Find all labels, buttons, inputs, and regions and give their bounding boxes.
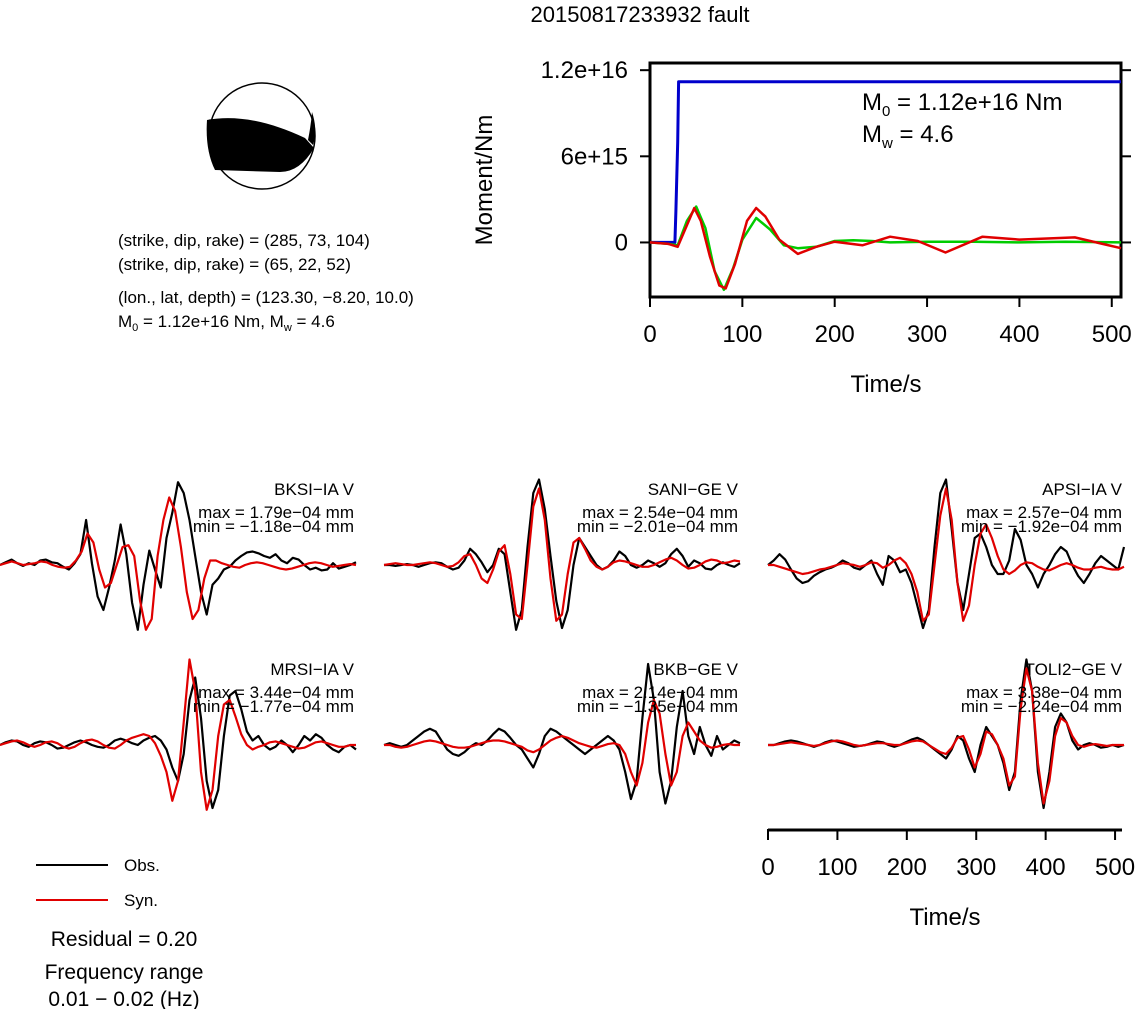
moment-x-axis-label: Time/s bbox=[850, 371, 921, 398]
observed-waveform bbox=[384, 478, 741, 631]
mechanism-info: (strike, dip, rake) = (285, 73, 104) (st… bbox=[118, 231, 414, 334]
moment-series-line bbox=[649, 205, 1122, 292]
mechanism-line-4: M0 = 1.12e+16 Nm, Mw = 4.6 bbox=[118, 312, 335, 334]
waveform-x-axis-label: Time/s bbox=[909, 904, 980, 931]
frequency-range-value: 0.01 − 0.02 (Hz) bbox=[48, 988, 199, 1009]
waveform-time-axis: 0 100 200 300 400 500 Time/s bbox=[761, 828, 1135, 931]
station-max: max = 3.38e−04 mm bbox=[966, 683, 1122, 702]
legend: Obs. Syn. Residual = 0.20 Frequency rang… bbox=[36, 856, 203, 1009]
synthetic-waveform bbox=[768, 487, 1125, 622]
waveform-x-tick-label: 500 bbox=[1095, 854, 1135, 881]
moment-panel: 0 6e+15 1.2e+16 0 100 200 300 400 500 Moment/Nm… bbox=[471, 57, 1132, 398]
moment-x-tick-label: 100 bbox=[722, 321, 762, 348]
moment-x-tick-label: 0 bbox=[643, 321, 656, 348]
station-max: max = 2.54e−04 mm bbox=[582, 503, 738, 522]
station-max: max = 3.44e−04 mm bbox=[198, 683, 354, 702]
moment-plot-frame bbox=[648, 61, 1123, 299]
legend-syn-label: Syn. bbox=[124, 891, 158, 910]
observed-waveform bbox=[0, 481, 357, 631]
waveform-x-tick-label: 100 bbox=[817, 854, 857, 881]
mechanism-line-2: (strike, dip, rake) = (65, 22, 52) bbox=[118, 255, 351, 274]
station-name: SANI−GE V bbox=[648, 480, 739, 499]
station-name: BKSI−IA V bbox=[274, 480, 355, 499]
station-min: min = −2.24e−04 mm bbox=[961, 697, 1122, 716]
residual-label: Residual = 0.20 bbox=[51, 928, 198, 951]
moment-x-tick-label: 500 bbox=[1092, 321, 1132, 348]
observed-waveform bbox=[767, 478, 1126, 630]
moment-m0-annotation: M0 = 1.12e+16 Nm bbox=[862, 89, 1062, 120]
synthetic-waveform bbox=[0, 496, 357, 631]
synthetic-waveform bbox=[768, 667, 1124, 805]
station-min: min = −1.77e−04 mm bbox=[193, 697, 354, 716]
station-min: min = −1.18e−04 mm bbox=[193, 517, 354, 536]
moment-y-tick-label: 1.2e+16 bbox=[541, 57, 628, 84]
station-max: max = 2.57e−04 mm bbox=[966, 503, 1122, 522]
moment-y-tick-label: 6e+15 bbox=[561, 143, 628, 170]
moment-x-tick-label: 300 bbox=[907, 321, 947, 348]
mechanism-line-3: (lon., lat, depth) = (123.30, −8.20, 10.… bbox=[118, 288, 414, 307]
moment-mw-annotation: Mw = 4.6 bbox=[862, 121, 954, 152]
legend-obs-label: Obs. bbox=[124, 856, 160, 875]
waveform-x-tick-label: 200 bbox=[887, 854, 927, 881]
moment-y-tick-label: 0 bbox=[615, 229, 628, 256]
station-min: min = −1.92e−04 mm bbox=[961, 517, 1122, 536]
moment-y-axis-label: Moment/Nm bbox=[471, 115, 498, 246]
frequency-range-label: Frequency range bbox=[45, 961, 204, 984]
station-max: max = 2.14e−04 mm bbox=[582, 683, 738, 702]
station-name: MRSI−IA V bbox=[270, 660, 354, 679]
moment-x-tick-label: 400 bbox=[999, 321, 1039, 348]
synthetic-waveform bbox=[384, 698, 740, 787]
moment-series-line bbox=[650, 80, 1121, 244]
waveform-x-tick-label: 0 bbox=[761, 854, 774, 881]
station-min: min = −2.01e−04 mm bbox=[577, 517, 738, 536]
figure-title: 20150817233932 fault bbox=[531, 2, 750, 27]
mechanism-line-1: (strike, dip, rake) = (285, 73, 104) bbox=[118, 231, 370, 250]
station-min: min = −1.35e−04 mm bbox=[577, 697, 738, 716]
moment-series-line bbox=[649, 206, 1122, 290]
beachball-icon bbox=[206, 82, 316, 190]
synthetic-waveform bbox=[0, 658, 356, 811]
station-name: TOLI2−GE V bbox=[1025, 660, 1123, 679]
moment-x-tick-label: 200 bbox=[815, 321, 855, 348]
waveform-x-tick-label: 400 bbox=[1026, 854, 1066, 881]
station-max: max = 1.79e−04 mm bbox=[198, 503, 354, 522]
station-name: BKB−GE V bbox=[653, 660, 738, 679]
station-name: APSI−IA V bbox=[1042, 480, 1123, 499]
waveform-x-tick-label: 300 bbox=[956, 854, 996, 881]
synthetic-waveform bbox=[383, 487, 741, 622]
